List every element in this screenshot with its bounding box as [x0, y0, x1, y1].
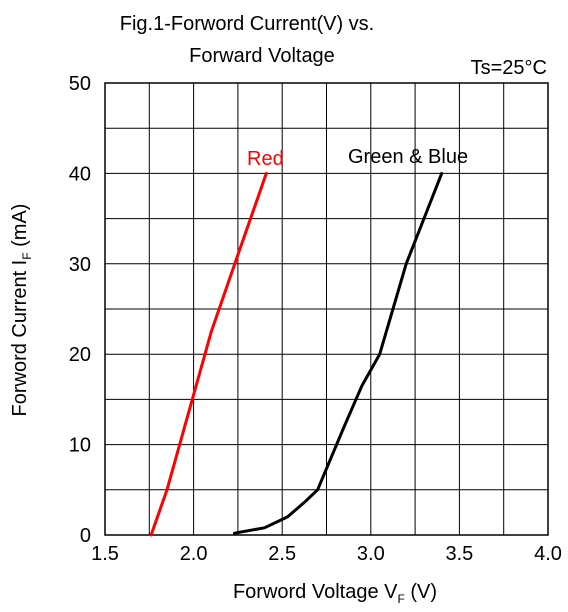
y-axis-label-sub: F: [20, 252, 34, 259]
x-tick-label: 2.5: [268, 543, 296, 565]
x-tick-label: 4.0: [534, 543, 562, 565]
y-tick-label: 20: [69, 344, 91, 366]
x-tick-label: 3.5: [445, 543, 473, 565]
y-axis-label-unit: (mA): [9, 204, 31, 253]
x-tick-labels: 1.5 2.0 2.5 3.0 3.5 4.0: [91, 543, 562, 565]
x-axis-label-unit: (V): [405, 581, 437, 603]
condition-label: Ts=25°C: [471, 57, 547, 79]
x-tick-label: 1.5: [91, 543, 119, 565]
series-line-green-blue: [232, 171, 444, 535]
plot-frame: [104, 82, 549, 536]
y-tick-label: 40: [69, 163, 91, 185]
y-tick-label: 10: [69, 435, 91, 457]
chart-title-line2: Forward Voltage: [189, 45, 335, 67]
y-tick-label: 30: [69, 254, 91, 276]
x-tick-label: 2.0: [180, 543, 208, 565]
series-lines: [149, 171, 444, 537]
x-axis-label-sub: F: [397, 592, 404, 606]
y-axis-label-main: Forword Current I: [9, 260, 31, 417]
x-tick-label: 3.0: [357, 543, 385, 565]
x-axis-label: Forword Voltage VF (V): [233, 581, 437, 606]
x-axis-label-main: Forword Voltage V: [233, 581, 398, 603]
y-tick-label: 0: [80, 525, 91, 547]
y-tick-label: 50: [69, 73, 91, 95]
chart-title-line1: Fig.1-Forword Current(V) vs.: [120, 13, 375, 35]
series-label-red: Red: [247, 148, 284, 170]
y-tick-labels: 0 10 20 30 40 50: [69, 73, 91, 547]
series-line-red: [149, 171, 268, 537]
y-axis-label: Forword Current IF (mA): [9, 204, 34, 417]
series-label-green-blue: Green & Blue: [348, 146, 468, 168]
